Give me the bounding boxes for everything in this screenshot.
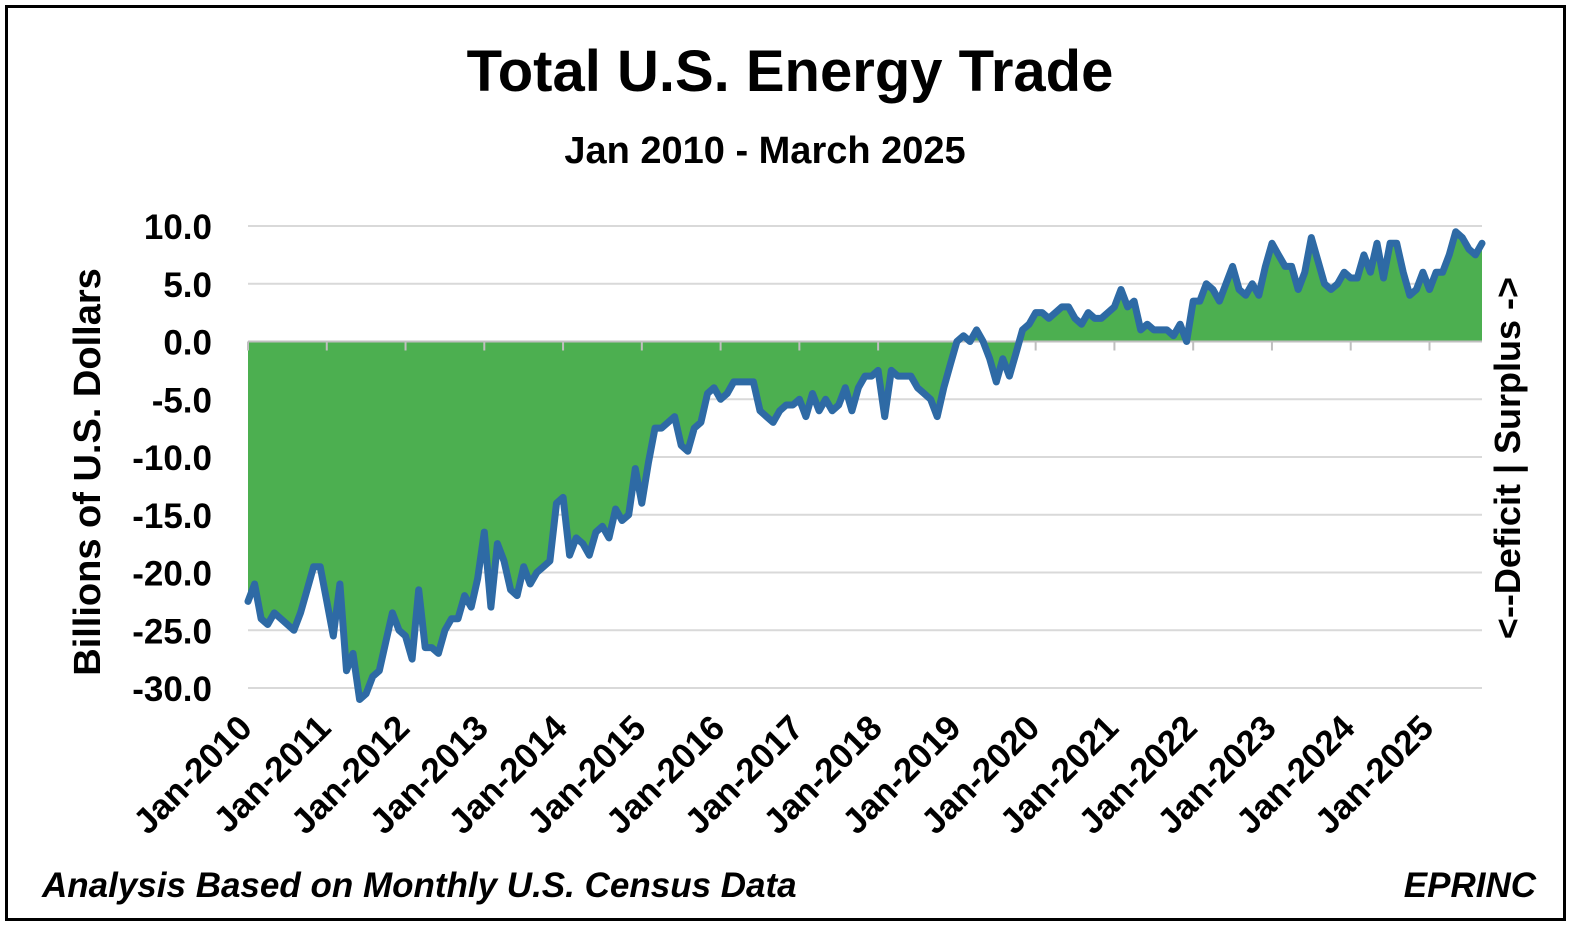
source-label: EPRINC xyxy=(1403,866,1536,905)
y-tick-label: -30.0 xyxy=(132,670,212,709)
y-tick-label: -20.0 xyxy=(132,555,212,594)
y-tick-label: 0.0 xyxy=(163,324,212,363)
y-tick-label: -5.0 xyxy=(152,381,212,420)
y-tick-label: -15.0 xyxy=(132,497,212,536)
area-fill xyxy=(248,231,1482,700)
chart-title: Total U.S. Energy Trade xyxy=(466,39,1114,104)
chart-subtitle: Jan 2010 - March 2025 xyxy=(564,130,966,172)
series-line xyxy=(244,228,1486,703)
y-tick-label: -25.0 xyxy=(132,612,212,651)
y-axis-title: Billions of U.S. Dollars xyxy=(67,268,109,676)
footnote: Analysis Based on Monthly U.S. Census Da… xyxy=(42,866,797,905)
deficit-surplus-label: <--Deficit | Surplus -> xyxy=(1487,277,1529,639)
y-tick-label: 5.0 xyxy=(163,266,212,305)
y-tick-label: 10.0 xyxy=(144,208,212,247)
y-tick-label: -10.0 xyxy=(132,439,212,478)
